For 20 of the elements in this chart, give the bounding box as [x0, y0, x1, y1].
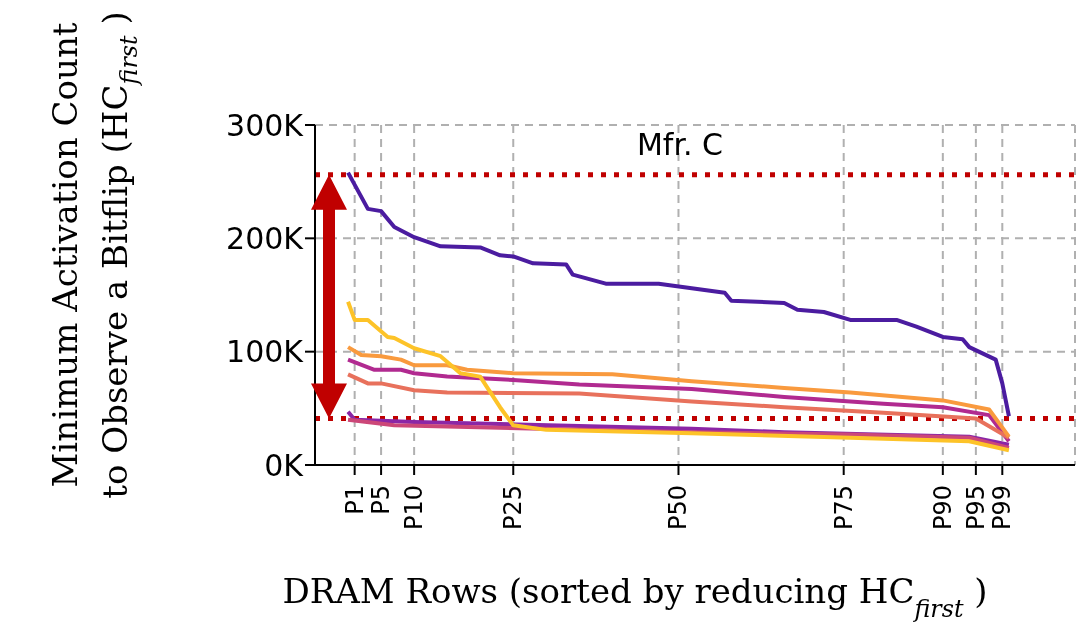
y-tick-label: 100K	[226, 334, 305, 370]
x-tick-label: P10	[400, 485, 429, 531]
x-tick-label: P75	[829, 485, 858, 531]
x-tick-label: P5	[367, 485, 396, 515]
x-tick-label: P90	[928, 485, 957, 531]
x-tick-label: P50	[664, 485, 693, 531]
x-tick-label: P99	[988, 485, 1017, 531]
y-tick-label: 300K	[226, 107, 305, 143]
line-series	[346, 299, 1011, 453]
x-tick-label: P95	[961, 485, 990, 531]
line-series	[346, 372, 1011, 440]
line-series	[346, 345, 1011, 439]
x-tick-label: P25	[499, 485, 528, 531]
x-axis-title: DRAM Rows (sorted by reducing HC$_{first}$)	[282, 571, 988, 623]
x-tick-label: P1	[340, 485, 369, 515]
y-tick-label: 0K	[264, 447, 305, 483]
chart-title: Mfr. C	[636, 127, 724, 162]
line-series	[346, 357, 1011, 444]
line-series	[346, 170, 1011, 419]
y-tick-label: 200K	[226, 220, 305, 256]
